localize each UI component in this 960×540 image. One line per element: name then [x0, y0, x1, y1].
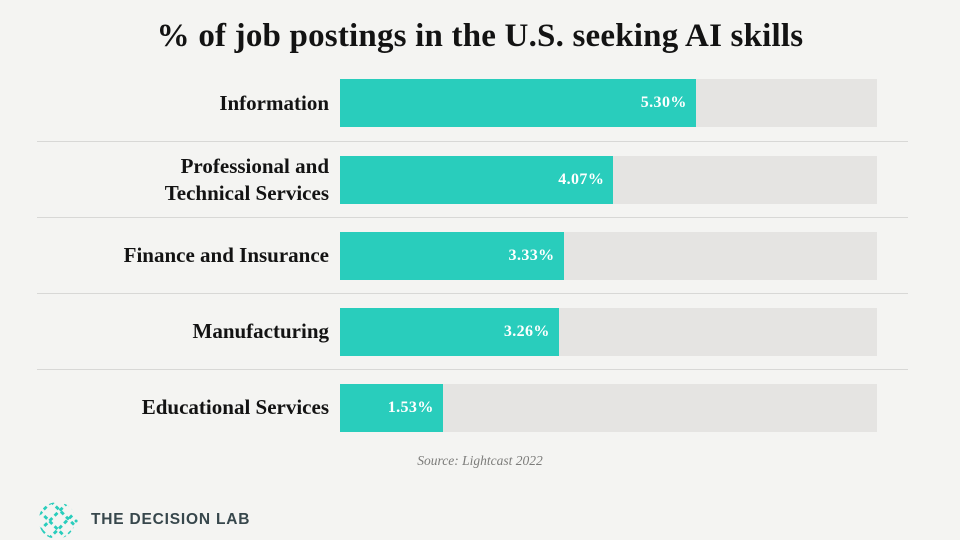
- chart-title: % of job postings in the U.S. seeking AI…: [156, 18, 804, 54]
- bar-fill: 1.53%: [340, 383, 443, 432]
- chart-row: Educational Services 1.53%: [37, 369, 908, 445]
- bar-track: 1.53%: [340, 383, 877, 432]
- category-label: Educational Services: [141, 395, 329, 420]
- category-label: Professional and Technical Services: [164, 153, 329, 205]
- chart-rows: Information 5.30% Professional and Technica…: [37, 65, 908, 445]
- bar-fill: 3.33%: [340, 231, 564, 280]
- bar-track: 3.26%: [340, 307, 877, 356]
- bar-track: 4.07%: [340, 155, 877, 204]
- chart-row: Professional and Technical Services 4.07%: [37, 141, 908, 217]
- bar-value-label: 1.53%: [387, 398, 434, 416]
- category-label: Information: [219, 90, 329, 115]
- category-label: Manufacturing: [192, 319, 330, 344]
- category-label: Finance and Insurance: [123, 243, 329, 268]
- bar-value-label: 3.26%: [503, 322, 550, 340]
- infographic-page: % of job postings in the U.S. seeking AI…: [0, 18, 960, 540]
- brand-name: THE DECISION LAB: [91, 511, 251, 528]
- bar-value-label: 5.30%: [640, 94, 687, 111]
- bar-fill: 3.26%: [340, 307, 559, 356]
- bar-fill: 5.30%: [340, 79, 696, 127]
- decision-lab-brain-icon: [38, 502, 78, 539]
- source-note: Source: Lightcast 2022: [417, 453, 543, 468]
- chart-row: Finance and Insurance 3.33%: [37, 217, 908, 293]
- bar-value-label: 4.07%: [558, 170, 605, 188]
- chart-row: Information 5.30%: [37, 65, 908, 141]
- brand-logo: THE DECISION LAB: [36, 500, 250, 540]
- chart-row: Manufacturing 3.26%: [37, 293, 908, 369]
- bar-track: 3.33%: [340, 231, 877, 280]
- bar-fill: 4.07%: [340, 155, 614, 204]
- bar-track: 5.30%: [340, 79, 877, 127]
- bar-value-label: 3.33%: [508, 246, 555, 264]
- bar-chart: Information 5.30% Professional and Technica…: [37, 65, 908, 445]
